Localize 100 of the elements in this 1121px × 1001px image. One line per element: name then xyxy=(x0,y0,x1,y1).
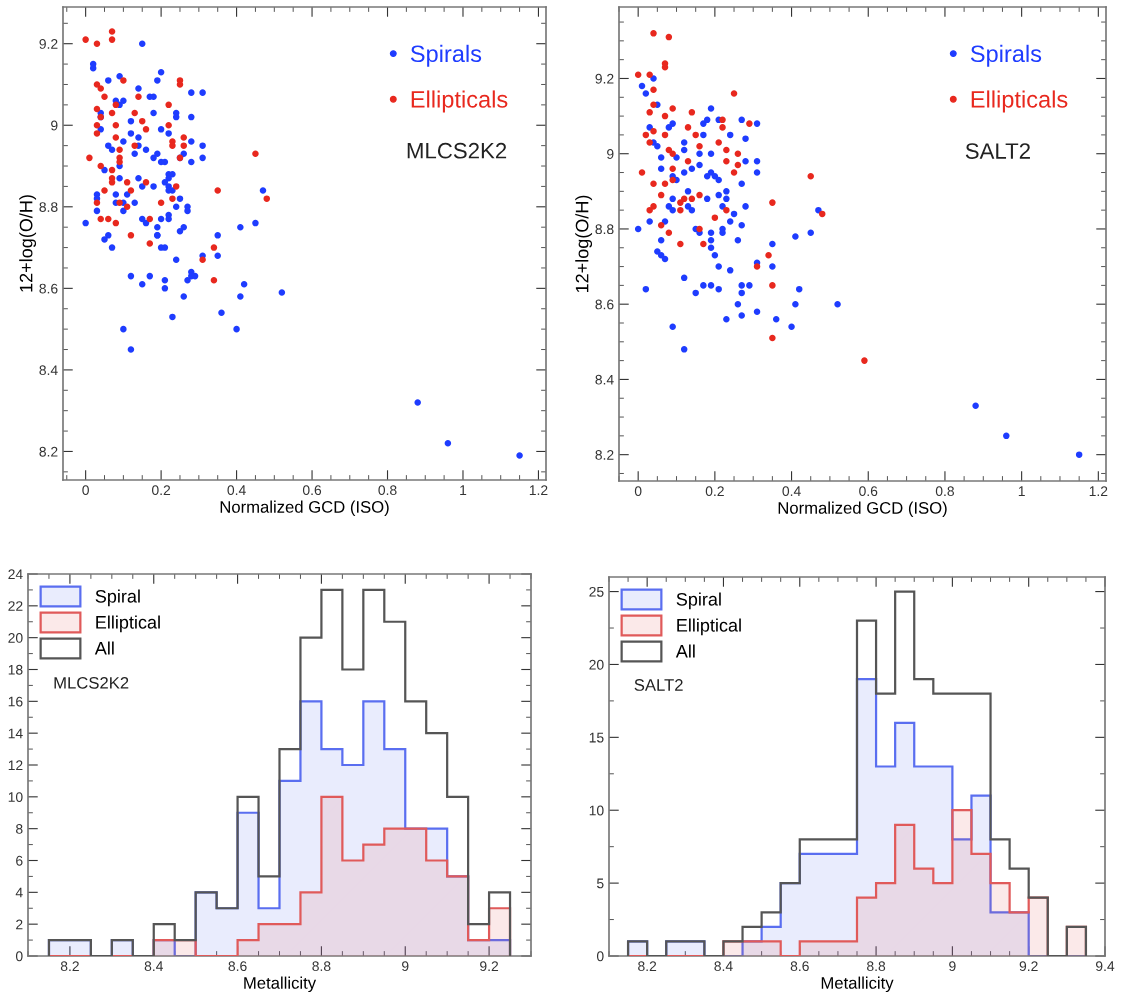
point xyxy=(661,131,669,139)
point xyxy=(112,101,120,109)
legend-label: Elliptical xyxy=(96,615,160,633)
point xyxy=(730,90,738,97)
point xyxy=(696,191,703,199)
annotation: MLCS2K2 xyxy=(407,142,507,159)
point xyxy=(646,139,653,146)
point xyxy=(650,30,657,37)
point xyxy=(723,206,730,214)
point xyxy=(93,199,101,206)
point xyxy=(169,195,176,202)
point xyxy=(634,71,642,78)
point xyxy=(661,112,669,120)
point xyxy=(646,206,653,214)
point xyxy=(105,215,112,223)
point xyxy=(108,109,116,117)
point xyxy=(127,232,135,239)
point xyxy=(82,36,89,43)
point xyxy=(723,157,730,165)
y-tick-label: 8 xyxy=(16,824,23,834)
x-tick-label: 0 xyxy=(634,486,642,497)
point xyxy=(650,86,657,94)
x-tick-label: 0.2 xyxy=(705,486,724,497)
y-tick-label: 12 xyxy=(8,760,23,771)
point xyxy=(165,121,172,129)
y-tick-label: 8.2 xyxy=(39,446,58,457)
x-tick-label: 9.2 xyxy=(1019,961,1038,972)
point xyxy=(638,169,646,176)
point xyxy=(642,131,650,139)
y-tick-label: 2 xyxy=(16,919,23,930)
x-tick-label: 8.4 xyxy=(714,961,733,972)
point xyxy=(765,252,772,259)
point xyxy=(112,121,120,129)
y-tick-label: 0 xyxy=(596,951,604,962)
x-tick-label: 1 xyxy=(1018,486,1025,496)
x-tick-label: 0.4 xyxy=(227,485,246,496)
point xyxy=(93,121,101,129)
x-tick-label: 8.8 xyxy=(312,961,331,972)
point xyxy=(108,179,116,186)
x-tick-label: 9 xyxy=(949,961,956,972)
y-tick-label: 15 xyxy=(589,732,604,743)
legend-label: Spirals xyxy=(410,44,482,67)
x-tick-label: 9.4 xyxy=(1096,961,1115,972)
point xyxy=(97,85,104,92)
point xyxy=(719,124,726,131)
point xyxy=(112,134,120,141)
point xyxy=(180,142,188,149)
point xyxy=(680,195,688,203)
point xyxy=(157,199,165,206)
point xyxy=(700,240,707,248)
x-tick-label: 0.8 xyxy=(378,485,397,496)
point xyxy=(677,206,684,214)
point xyxy=(661,180,669,188)
y-tick-label: 10 xyxy=(589,805,604,816)
y-tick-label: 8.4 xyxy=(595,374,614,385)
point xyxy=(210,244,218,251)
x-axis-title: Metallicity xyxy=(821,976,894,993)
point xyxy=(657,221,665,229)
y-tick-label: 8.6 xyxy=(39,283,58,294)
x-tick-label: 0.8 xyxy=(935,486,954,497)
point xyxy=(753,263,761,270)
y-tick-label: 18 xyxy=(8,664,23,675)
point xyxy=(120,77,127,84)
y-tick-label: 9 xyxy=(607,149,614,159)
point xyxy=(669,176,676,184)
point xyxy=(116,146,123,153)
point xyxy=(108,36,116,43)
x-tick-label: 8.8 xyxy=(867,961,886,972)
point xyxy=(116,199,123,206)
x-axis-title: Normalized GCD (ISO) xyxy=(778,501,947,518)
x-tick-label: 0.2 xyxy=(152,485,171,496)
point xyxy=(769,199,776,206)
point xyxy=(172,183,180,190)
point xyxy=(646,71,653,78)
point xyxy=(692,131,699,139)
x-tick-label: 0 xyxy=(82,485,89,496)
y-tick-label: 8.4 xyxy=(39,365,58,376)
point xyxy=(723,146,730,154)
y-tick-label: 9.2 xyxy=(595,73,614,84)
point xyxy=(123,203,131,211)
legend-label: Ellipticals xyxy=(411,90,508,113)
annotation: SALT2 xyxy=(965,143,1030,159)
point xyxy=(131,142,138,149)
point xyxy=(165,101,172,109)
point xyxy=(684,157,692,165)
y-tick-label: 0 xyxy=(15,951,23,962)
point xyxy=(696,142,703,150)
y-tick-label: 24 xyxy=(8,569,23,580)
legend-label: Spiral xyxy=(676,592,721,610)
x-tick-label: 1 xyxy=(460,485,467,495)
point xyxy=(769,334,776,342)
point xyxy=(214,187,221,194)
y-tick-label: 20 xyxy=(8,633,23,643)
y-axis-title: 12+log(O/H) xyxy=(575,195,593,293)
x-tick-label: 9.2 xyxy=(480,961,499,972)
point xyxy=(97,162,104,170)
point xyxy=(146,240,154,247)
point xyxy=(142,179,150,186)
y-tick-label: 14 xyxy=(8,728,23,739)
point xyxy=(101,187,108,194)
